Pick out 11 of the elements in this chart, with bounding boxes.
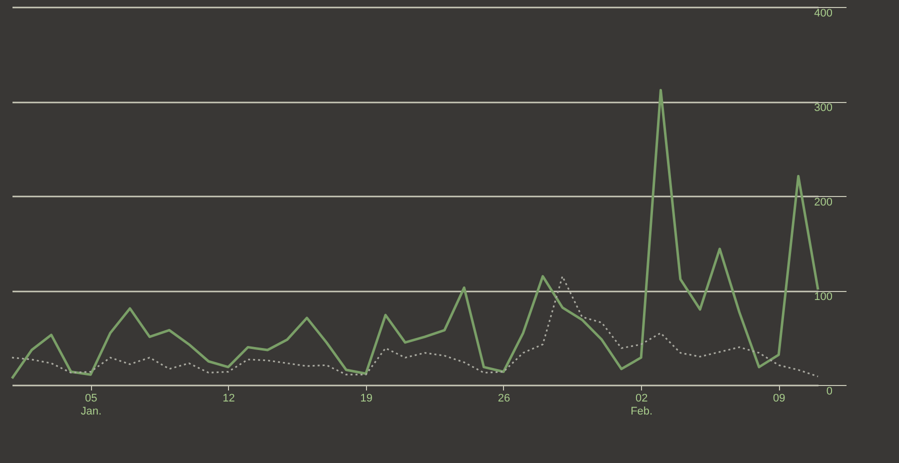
y-tick-label: 300 <box>814 102 832 114</box>
y-tick-label: 400 <box>814 8 832 20</box>
x-tick-label: 26 <box>498 392 510 404</box>
y-tick-label: 200 <box>814 196 832 208</box>
y-tick-label: 100 <box>814 291 832 303</box>
x-tick-label: 19 <box>360 392 372 404</box>
x-tick-label: 02 Feb. <box>630 392 653 418</box>
x-tick-label: 12 <box>222 392 235 404</box>
x-tick-label: 09 <box>773 392 786 404</box>
y-tick-label: 0 <box>826 386 832 398</box>
x-tick-label: 05 Jan. <box>80 392 102 418</box>
